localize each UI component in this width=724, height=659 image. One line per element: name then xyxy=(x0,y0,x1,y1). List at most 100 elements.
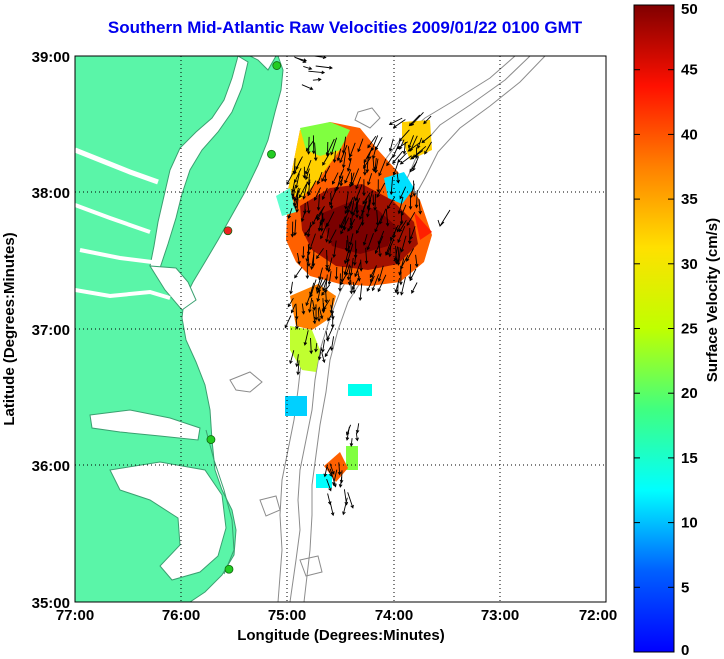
radar-station-marker xyxy=(267,149,276,159)
velocity-arrow xyxy=(295,354,299,368)
albemarle-sound xyxy=(89,409,201,441)
velocity-arrow xyxy=(331,172,339,185)
velocity-arrow xyxy=(296,360,300,376)
velocity-arrow xyxy=(369,265,377,279)
velocity-arrow xyxy=(414,147,419,159)
velocity-arrow xyxy=(303,65,313,71)
velocity-arrow xyxy=(332,240,337,259)
velocity-arrow xyxy=(316,277,324,294)
velocity-arrow xyxy=(324,291,329,304)
velocity-arrow xyxy=(421,134,432,144)
velocity-arrow xyxy=(321,302,326,313)
velocity-arrow xyxy=(308,233,316,251)
velocity-arrow xyxy=(355,423,360,434)
velocity-arrow xyxy=(330,137,338,156)
velocity-arrow xyxy=(402,142,407,155)
velocity-arrow xyxy=(398,129,410,142)
colorbar-label: Surface Velocity (cm/s) xyxy=(704,218,721,382)
velocity-arrow xyxy=(366,199,372,218)
colorbar-tick-label: 15 xyxy=(681,450,698,467)
velocity-arrow xyxy=(336,148,342,162)
velocity-arrow xyxy=(400,204,407,217)
velocity-patch-c xyxy=(346,446,358,470)
velocity-arrow xyxy=(406,211,416,227)
velocity-arrow xyxy=(346,200,353,214)
velocity-arrow xyxy=(313,187,322,202)
velocity-arrow xyxy=(377,274,387,293)
velocity-arrow xyxy=(301,84,314,91)
velocity-arrow xyxy=(327,271,332,286)
velocity-arrow xyxy=(354,261,362,278)
velocity-arrow xyxy=(399,139,405,150)
velocity-arrow xyxy=(365,156,370,174)
velocity-arrow xyxy=(397,226,406,244)
velocity-arrow xyxy=(366,233,374,251)
velocity-arrow xyxy=(394,245,399,265)
velocity-arrow xyxy=(335,172,343,191)
velocity-arrow xyxy=(410,111,424,127)
velocity-arrow xyxy=(363,162,367,176)
velocity-arrow xyxy=(363,149,372,164)
velocity-arrow xyxy=(311,250,316,268)
colorbar-tick-label: 45 xyxy=(681,62,698,79)
velocity-arrow xyxy=(399,268,403,286)
velocity-arrow xyxy=(295,57,308,62)
velocity-arrow xyxy=(315,276,322,291)
x-tick-label: 73:00 xyxy=(481,607,519,624)
velocity-arrow xyxy=(409,226,416,240)
velocity-arrow xyxy=(297,253,301,265)
radar-station-marker xyxy=(223,226,233,236)
velocity-arrow xyxy=(377,265,384,282)
velocity-arrow xyxy=(388,117,403,125)
velocity-patch-b xyxy=(348,384,372,396)
x-axis: 77:00 76:00 75:00 74:00 73:00 72:00 Long… xyxy=(56,607,617,644)
york-river xyxy=(79,248,153,264)
velocity-arrow xyxy=(392,150,404,165)
velocity-arrow xyxy=(311,135,316,155)
velocity-arrow xyxy=(338,476,343,488)
grid-lines xyxy=(75,56,606,602)
velocity-arrow xyxy=(304,159,312,175)
velocity-arrow xyxy=(342,497,348,516)
velocity-arrow xyxy=(314,304,318,321)
velocity-arrow xyxy=(295,196,299,213)
velocity-arrow xyxy=(315,65,333,70)
velocity-arrow xyxy=(329,192,334,210)
velocity-arrow xyxy=(304,224,313,236)
velocity-arrow xyxy=(407,135,415,149)
velocity-arrow xyxy=(309,337,314,355)
y-tick-label: 36:00 xyxy=(32,458,70,475)
velocity-arrow xyxy=(324,346,332,358)
velocity-arrow xyxy=(355,176,362,190)
velocity-arrow xyxy=(360,212,365,227)
x-tick-label: 72:00 xyxy=(579,607,617,624)
velocity-arrow xyxy=(305,243,310,263)
velocity-arrow xyxy=(357,270,361,282)
velocity-arrow xyxy=(397,196,404,215)
velocity-patch-mid xyxy=(290,284,336,330)
radar-station-marker xyxy=(272,61,282,70)
velocity-arrow xyxy=(298,183,307,199)
colorbar-tick-label: 30 xyxy=(681,256,698,273)
x-tick-label: 75:00 xyxy=(268,607,306,624)
velocity-arrow xyxy=(301,303,306,315)
velocity-arrow xyxy=(339,216,346,229)
velocity-arrow xyxy=(306,201,311,215)
velocity-arrow xyxy=(293,159,302,175)
velocity-arrow xyxy=(332,150,337,164)
velocity-arrow xyxy=(400,235,407,253)
velocity-arrow xyxy=(325,330,330,342)
velocity-arrow xyxy=(302,181,308,200)
velocity-patch-a xyxy=(285,396,307,416)
velocity-arrow xyxy=(301,246,305,260)
plot-frame xyxy=(74,55,607,603)
velocity-arrow xyxy=(321,187,328,201)
radar-stations xyxy=(206,61,282,574)
velocity-arrow xyxy=(371,194,376,207)
velocity-vectors xyxy=(284,56,451,517)
outer-banks xyxy=(205,429,235,575)
velocity-arrow xyxy=(312,299,316,311)
velocity-arrow xyxy=(355,197,360,215)
